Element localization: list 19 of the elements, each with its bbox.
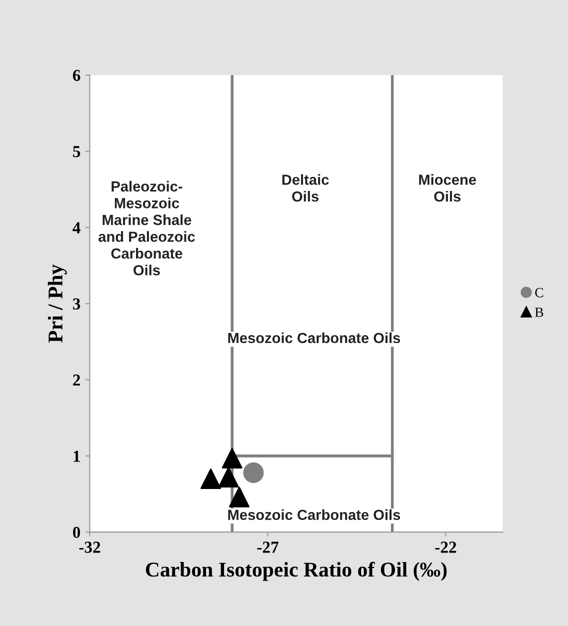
y-tick-label: 4	[72, 222, 80, 234]
annotation: Deltaic Oils	[282, 174, 329, 202]
legend-label: B	[534, 308, 544, 317]
x-tick-label: -27	[257, 542, 278, 553]
annotation: Mesozoic Carbonate Oils	[228, 509, 400, 520]
y-tick-label: 0	[73, 526, 80, 538]
x-tick-label: -22	[435, 542, 456, 553]
y-tick-label: 1	[74, 450, 80, 462]
legend-label: C	[535, 288, 544, 298]
annotation: Mesozoic Carbonate Oils	[228, 332, 400, 344]
x-axis-title: Carbon Isotopeic Ratio of Oil (‰)	[146, 562, 447, 581]
y-tick-label: 5	[73, 146, 80, 158]
y-tick-label: 2	[73, 374, 80, 386]
annotation: Miocene Oils	[419, 174, 476, 202]
annotation: Paleozoic- Mesozoic Marine Shale and Paleozoic Carbonate Oils	[98, 180, 195, 276]
y-axis-title: Pri / Phy	[48, 264, 67, 343]
y-tick-label: 3	[73, 298, 80, 310]
x-tick-label: -32	[79, 542, 100, 553]
y-tick-label: 6	[72, 70, 80, 82]
